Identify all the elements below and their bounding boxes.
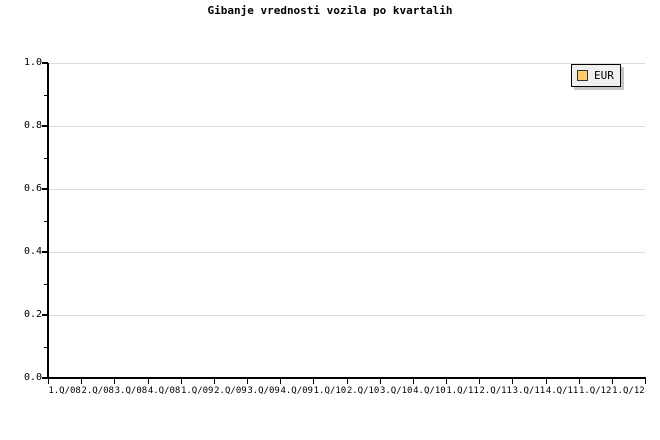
y-axis-tick-label: 1.0 bbox=[23, 57, 42, 68]
x-axis-tick-label: 1.Q/11 bbox=[446, 386, 479, 396]
x-axis-tick-label: 2.Q/08 bbox=[81, 386, 114, 396]
x-axis-tick bbox=[280, 379, 281, 384]
y-axis-tick-label: 0.0 bbox=[23, 372, 42, 383]
y-axis-tick bbox=[42, 314, 48, 316]
legend-label-eur: EUR bbox=[594, 69, 614, 82]
x-axis-tick-label: 1.Q/08 bbox=[48, 386, 81, 396]
x-axis-tick bbox=[181, 379, 182, 384]
y-axis-tick-label: 0.6 bbox=[23, 183, 42, 194]
x-axis-tick-label: 4.Q/10 bbox=[413, 386, 446, 396]
x-axis-tick bbox=[546, 379, 547, 384]
x-axis-tick bbox=[446, 379, 447, 384]
chart-title: Gibanje vrednosti vozila po kvartalih bbox=[207, 4, 453, 17]
x-axis-tick bbox=[579, 379, 580, 384]
x-axis-tick bbox=[380, 379, 381, 384]
y-axis-line bbox=[47, 63, 49, 379]
y-axis-minor-tick bbox=[44, 283, 48, 285]
y-axis-labels: 0.0 0.2 0.4 0.6 0.8 1.0 bbox=[0, 0, 42, 440]
x-axis-tick bbox=[214, 379, 215, 384]
x-axis-tick-label: 4.Q/09 bbox=[280, 386, 313, 396]
y-axis-tick-label: 0.4 bbox=[23, 246, 42, 257]
y-axis-tick-label: 0.8 bbox=[23, 120, 42, 131]
legend-swatch-eur bbox=[577, 70, 588, 81]
x-axis-tick-label: 4.Q/08 bbox=[147, 386, 181, 396]
x-axis-tick-label: 2.Q/10 bbox=[346, 386, 380, 396]
x-axis-tick-label: 3.Q/09 bbox=[247, 386, 280, 396]
gridline bbox=[48, 63, 645, 64]
y-axis-tick bbox=[42, 125, 48, 127]
x-axis-tick bbox=[48, 379, 49, 384]
y-axis-tick bbox=[42, 188, 48, 190]
y-axis-minor-tick bbox=[44, 220, 48, 222]
x-axis-tick-label: 3.Q/08 bbox=[114, 386, 148, 396]
y-axis-tick bbox=[42, 251, 48, 253]
x-axis-tick bbox=[247, 379, 248, 384]
x-axis-tick-label: 1.Q/10 bbox=[313, 386, 347, 396]
gridline bbox=[48, 252, 645, 253]
legend[interactable]: EUR bbox=[571, 64, 621, 87]
gridline bbox=[48, 315, 645, 316]
x-axis-tick-label: 2.Q/09 bbox=[214, 386, 247, 396]
y-axis-tick bbox=[42, 62, 48, 64]
y-axis-minor-tick bbox=[44, 346, 48, 348]
x-axis-tick-label: 1.Q/09 bbox=[180, 386, 214, 396]
x-axis-tick bbox=[479, 379, 480, 384]
x-axis-tick bbox=[81, 379, 82, 384]
x-axis-tick-label: 4.Q/11 bbox=[545, 386, 579, 396]
x-axis-tick bbox=[645, 379, 646, 384]
x-axis-tick-label: 1.Q/12 bbox=[578, 386, 612, 396]
x-axis-tick bbox=[612, 379, 613, 384]
x-axis-tick bbox=[413, 379, 414, 384]
gridline bbox=[48, 126, 645, 127]
x-axis-tick bbox=[148, 379, 149, 384]
y-axis-tick-label: 0.2 bbox=[23, 309, 42, 320]
x-axis-tick bbox=[313, 379, 314, 384]
x-axis-tick bbox=[512, 379, 513, 384]
x-axis-tick bbox=[347, 379, 348, 384]
y-axis-minor-tick bbox=[44, 94, 48, 96]
gridline bbox=[48, 189, 645, 190]
x-axis-tick bbox=[114, 379, 115, 384]
x-axis-line bbox=[47, 377, 646, 379]
x-axis-tick-label: 1.Q/12 bbox=[612, 386, 645, 396]
x-axis-tick-label: 3.Q/10 bbox=[379, 386, 413, 396]
x-axis-tick-label: 2.Q/11 bbox=[479, 386, 512, 396]
y-axis-tick bbox=[42, 377, 48, 379]
plot-area bbox=[48, 63, 645, 379]
x-axis-tick-label: 3.Q/11 bbox=[512, 386, 546, 396]
y-axis-minor-tick bbox=[44, 157, 48, 159]
